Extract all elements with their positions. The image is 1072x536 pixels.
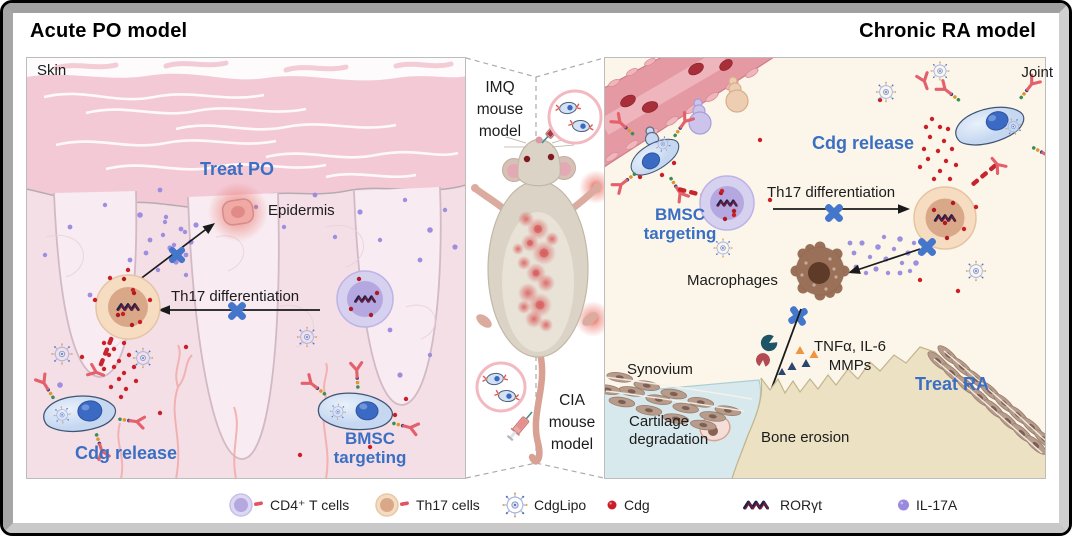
cdglipo-icon (296, 326, 318, 348)
joint-panel-illustration (604, 57, 1046, 479)
psoriasis-spots (512, 211, 559, 332)
th17-differentiation-label-right: Th17 differentiation (767, 184, 896, 201)
cdglipo-icon (929, 60, 951, 82)
th17-cell-icon (375, 493, 409, 517)
bone-erosion-label: Bone erosion (761, 429, 850, 446)
red-blood-cells (620, 59, 733, 113)
il17a-dots (847, 234, 923, 276)
cd4-tcell-icon (229, 493, 263, 517)
cytokines-line2: MMPs (828, 357, 872, 374)
bmsc-cell-illustration (934, 73, 1046, 175)
bmsc-cell-illustration (609, 110, 695, 204)
synovium-label: Synovium (627, 361, 693, 378)
bmsc-targeting-line2: targeting (333, 448, 407, 468)
bmsc-targeting-line1: BMSC (344, 429, 396, 448)
roryt-icon (743, 500, 770, 511)
macrophage-illustration (790, 241, 850, 301)
imq-mouse-model-label: IMQ mouse model (466, 77, 534, 143)
legend-label: RORγt (780, 497, 822, 513)
cia-line2: mouse (548, 414, 596, 431)
cartilage-line1: Cartilage (629, 413, 690, 430)
cdglipo-icon (875, 81, 897, 103)
extravasating-cells (644, 76, 749, 147)
cd4-tcell-illustration (699, 175, 755, 231)
inflamed-keratinocyte (208, 182, 268, 242)
synovium-fibers (604, 370, 753, 432)
legend-label: IL-17A (916, 497, 958, 513)
epidermis-label: Epidermis (268, 202, 335, 219)
cdg-release-label-right: Cdg release (811, 133, 915, 153)
bmsc-cell-illustration (34, 372, 147, 461)
chronic-ra-title: Chronic RA model (859, 20, 1036, 42)
bmsc-inoculum-circle (547, 89, 603, 145)
th17-differentiation-label-left: Th17 differentiation (171, 288, 300, 305)
cytokine-shapes (755, 332, 819, 375)
skin-panel-illustration (26, 57, 466, 479)
il17a-icon (898, 499, 909, 511)
legend-label: Th17 cells (416, 497, 480, 513)
cia-line1: CIA (559, 392, 585, 409)
cdg-dots (637, 97, 979, 294)
skin-region-label: Skin (37, 62, 67, 79)
cdglipo-icon (50, 342, 74, 366)
treat-po-label: Treat PO (199, 159, 275, 179)
bmsc-targeting-label-left: BMSC targeting (310, 429, 430, 467)
arrow-to-epidermis (134, 223, 215, 284)
figure-stage: Acute PO model Chronic RA model (13, 13, 1059, 523)
bmsc-targeting-line2: targeting (643, 224, 717, 244)
th17-cell-illustration (913, 186, 977, 250)
cytokines-line1: TNFα, IL-6 (813, 338, 886, 355)
cd4-tcell-illustration (336, 270, 394, 328)
acute-po-title: Acute PO model (30, 20, 188, 42)
cia-mouse-model-label: CIA mouse model (538, 390, 606, 456)
cytokines-label: TNFα, IL-6 MMPs (800, 337, 900, 375)
syringe-icon (506, 411, 533, 442)
legend-item-cdg: Cdg (606, 490, 650, 520)
cdglipo-icon (965, 260, 987, 282)
legend-item-th17-cells: Th17 cells (374, 490, 480, 520)
imq-line1: IMQ (485, 79, 515, 96)
mouse-panel-illustration (466, 57, 604, 479)
cdg-release-label-left: Cdg release (74, 443, 178, 463)
cdg-icon (607, 500, 617, 510)
th17-cell-illustration (95, 274, 161, 340)
legend-item-cd4-t-cells: CD4⁺ T cells (228, 490, 349, 520)
cdg-dots (79, 267, 409, 458)
treat-ra-label: Treat RA (914, 374, 990, 394)
bone-region (731, 346, 1046, 479)
imq-line3: model (478, 123, 522, 140)
cartilage-degradation-label: Cartilage degradation (629, 413, 739, 449)
bmsc-inoculum-circle (475, 361, 527, 413)
imq-line2: mouse (476, 101, 524, 118)
rete-ridges (53, 186, 442, 460)
legend-label: CdgLipo (534, 497, 587, 513)
arrow-to-macrophage (848, 248, 921, 274)
legend-label: Cdg (624, 497, 650, 513)
cdglipo-icon (132, 347, 154, 369)
synovium-fibers (924, 342, 1046, 458)
th17-differentiation-arrow-left (158, 305, 320, 315)
mouse-illustration (471, 136, 601, 465)
bmsc-targeting-line1: BMSC (654, 205, 706, 224)
joint-region-label: Joint (1021, 64, 1053, 81)
bmsc-cell-illustration (300, 361, 421, 437)
macrophages-label: Macrophages (687, 272, 778, 289)
bmsc-targeting-label-right: BMSC targeting (620, 205, 740, 243)
legend-item-il17a: IL-17A (897, 490, 957, 520)
legend-item-cdglipo: CdgLipo (502, 490, 586, 520)
cartilage-line2: degradation (629, 431, 709, 448)
cdglipo-icon (502, 491, 528, 519)
cia-line3: model (550, 436, 594, 453)
legend-label: CD4⁺ T cells (270, 496, 350, 513)
legend-item-roryt: RORγt (738, 490, 822, 520)
